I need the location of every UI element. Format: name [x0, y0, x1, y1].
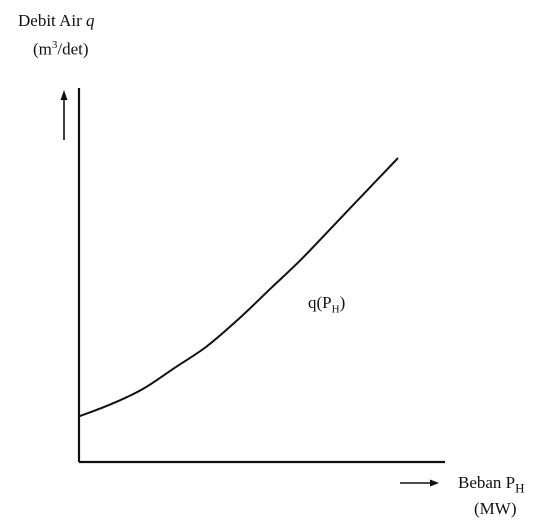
curve-annotation-suffix: ): [339, 293, 346, 312]
y-axis-unit-prefix: (m: [33, 39, 52, 59]
y-axis-unit-suffix: /det): [57, 39, 89, 59]
y-axis-label: Debit Air q: [18, 12, 95, 29]
y-axis-arrow-icon: [60, 90, 68, 140]
x-axis-label-sub: H: [515, 480, 525, 496]
curve-annotation-text: q(P: [308, 293, 332, 312]
y-axis-unit: (m3/det): [33, 40, 89, 58]
y-axis-label-text: Debit Air: [18, 11, 82, 30]
y-axis-label-symbol: q: [86, 11, 95, 30]
x-axis-label: Beban PH: [458, 474, 525, 494]
y-axis-unit-sup: 3: [51, 39, 58, 51]
x-axis-unit: (MW): [474, 499, 517, 518]
curve-annotation-sub: H: [331, 303, 340, 316]
x-axis-label-text: Beban P: [458, 473, 516, 492]
x-axis-arrow-icon: [400, 479, 439, 487]
curve-annotation: q(PH): [308, 294, 345, 315]
series-line: [78, 157, 399, 418]
